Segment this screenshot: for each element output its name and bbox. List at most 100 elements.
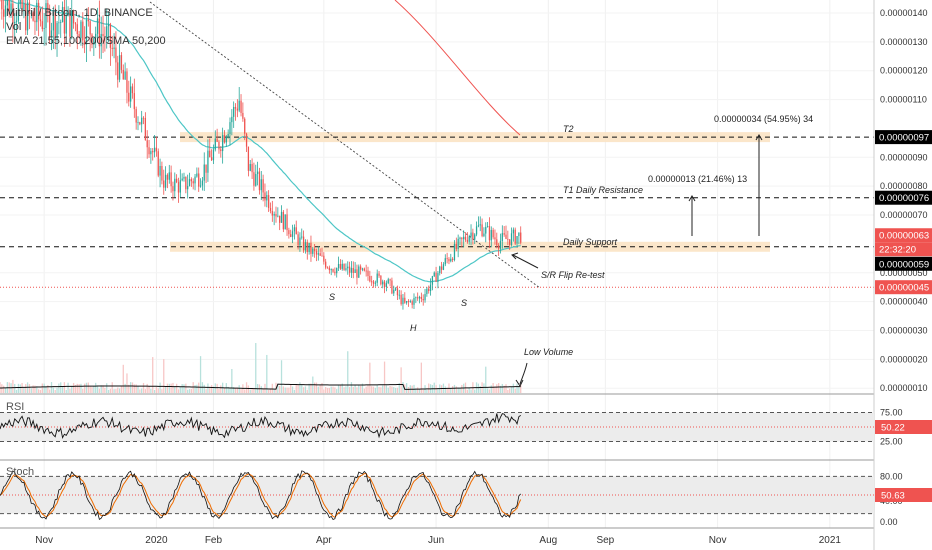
candle-body: [330, 269, 332, 271]
candle-body: [181, 178, 183, 181]
stoch-label[interactable]: Stoch: [6, 466, 35, 478]
symbol-title[interactable]: Mithril / Bitcoin, 1D, BINANCE: [6, 7, 153, 19]
time-axis[interactable]: Nov 2020 Feb Apr Jun Aug Sep Nov 2021: [35, 535, 841, 546]
price-axis[interactable]: 0.00000140 0.00000130 0.00000120 0.00000110…: [873, 0, 932, 550]
candle-body: [179, 180, 181, 193]
volume-bar: [299, 382, 301, 393]
candle-body: [481, 224, 483, 237]
candle-body: [483, 233, 485, 237]
candle-body: [220, 149, 222, 152]
volume-bar: [205, 389, 207, 393]
volume-bar: [61, 386, 64, 393]
candle-body: [196, 173, 198, 177]
volume-bar: [45, 386, 47, 393]
rsi-pane: 75.00 25.00 50.22: [0, 408, 932, 447]
volume-bar: [216, 383, 218, 393]
candle-body: [192, 181, 194, 184]
volume-bar: [255, 343, 257, 393]
price-tag-t1: [875, 190, 932, 205]
candle-body: [501, 233, 503, 241]
candle-body: [301, 236, 303, 238]
label-t2: T2: [563, 124, 574, 134]
candle-body: [415, 297, 417, 299]
candle-body: [56, 22, 58, 39]
rsi-band: [0, 412, 874, 442]
volume-bar: [477, 383, 480, 393]
volume-bar: [380, 387, 382, 393]
volume-bar: [34, 385, 36, 393]
volume-bar: [100, 385, 102, 393]
volume-bar: [179, 387, 181, 393]
candle-body: [109, 24, 112, 48]
volume-bar: [181, 384, 183, 393]
candle-body: [339, 263, 342, 269]
volume-bar: [269, 388, 272, 393]
candle-body: [378, 273, 380, 276]
volume-bar: [12, 379, 14, 393]
volume-bar: [347, 351, 349, 393]
candle-body: [209, 150, 211, 158]
price-tick-label: 0.00000130: [880, 37, 928, 47]
volume-bar: [65, 389, 67, 393]
volume-bar: [3, 385, 5, 393]
candle-body: [409, 301, 411, 303]
time-tick-label: Nov: [35, 535, 53, 546]
volume-bar: [507, 389, 509, 393]
candle-body: [174, 178, 176, 192]
candle-body: [319, 253, 321, 256]
volume-bar: [198, 382, 200, 393]
volume-bar: [175, 383, 178, 393]
candle-body: [391, 280, 393, 294]
volume-bar: [341, 383, 343, 393]
candle-body: [95, 33, 97, 38]
candle-body: [356, 269, 358, 278]
volume-bar: [194, 385, 196, 393]
volume-bar: [444, 386, 446, 393]
candle-body: [152, 151, 154, 153]
volume-bar: [277, 385, 279, 393]
label-target-small: 0.00000013 (21.46%) 13: [648, 174, 747, 184]
candle-body: [468, 236, 470, 242]
candle-body: [185, 176, 187, 190]
candle-body: [52, 11, 55, 31]
ma-label[interactable]: EMA 21,55,100,200/SMA 50,200: [6, 35, 166, 47]
volume-bar: [280, 360, 283, 393]
volume-bar: [348, 387, 351, 393]
volume-bar: [315, 382, 318, 393]
stoch-pane: 80.0040.000.0050.63: [0, 470, 932, 527]
candle-body: [306, 242, 308, 253]
volume-label[interactable]: Vol: [6, 21, 22, 33]
volume-bar: [446, 388, 448, 393]
stoch-value: 50.63: [881, 491, 905, 502]
candle-body: [135, 109, 137, 123]
candle-body: [376, 273, 378, 283]
volume-bar: [345, 386, 347, 393]
candle-body: [150, 151, 152, 155]
volume-bar: [433, 382, 435, 393]
candle-body: [247, 146, 250, 171]
volume-bar: [479, 386, 481, 393]
label-head: H: [410, 323, 417, 333]
candle-body: [104, 36, 106, 39]
candle-body: [440, 266, 443, 270]
rsi-label[interactable]: RSI: [6, 401, 25, 413]
candle-body: [505, 234, 507, 239]
candle-body: [205, 164, 207, 173]
volume-bar: [284, 387, 286, 393]
volume-bar: [249, 389, 251, 393]
volume-bar: [365, 386, 367, 393]
candle-body: [83, 40, 86, 45]
candle-body: [422, 298, 424, 301]
volume-bar: [325, 387, 327, 393]
candle-body: [194, 176, 196, 184]
candle-body: [146, 140, 148, 148]
volume-bar: [41, 383, 43, 393]
candle-body: [253, 172, 255, 186]
candle-body: [93, 37, 95, 45]
volume-bar: [120, 385, 123, 393]
candle-body: [210, 157, 213, 161]
candle-body: [312, 248, 314, 254]
arrow-target-big-head: [755, 134, 763, 141]
volume-bar: [398, 382, 400, 393]
